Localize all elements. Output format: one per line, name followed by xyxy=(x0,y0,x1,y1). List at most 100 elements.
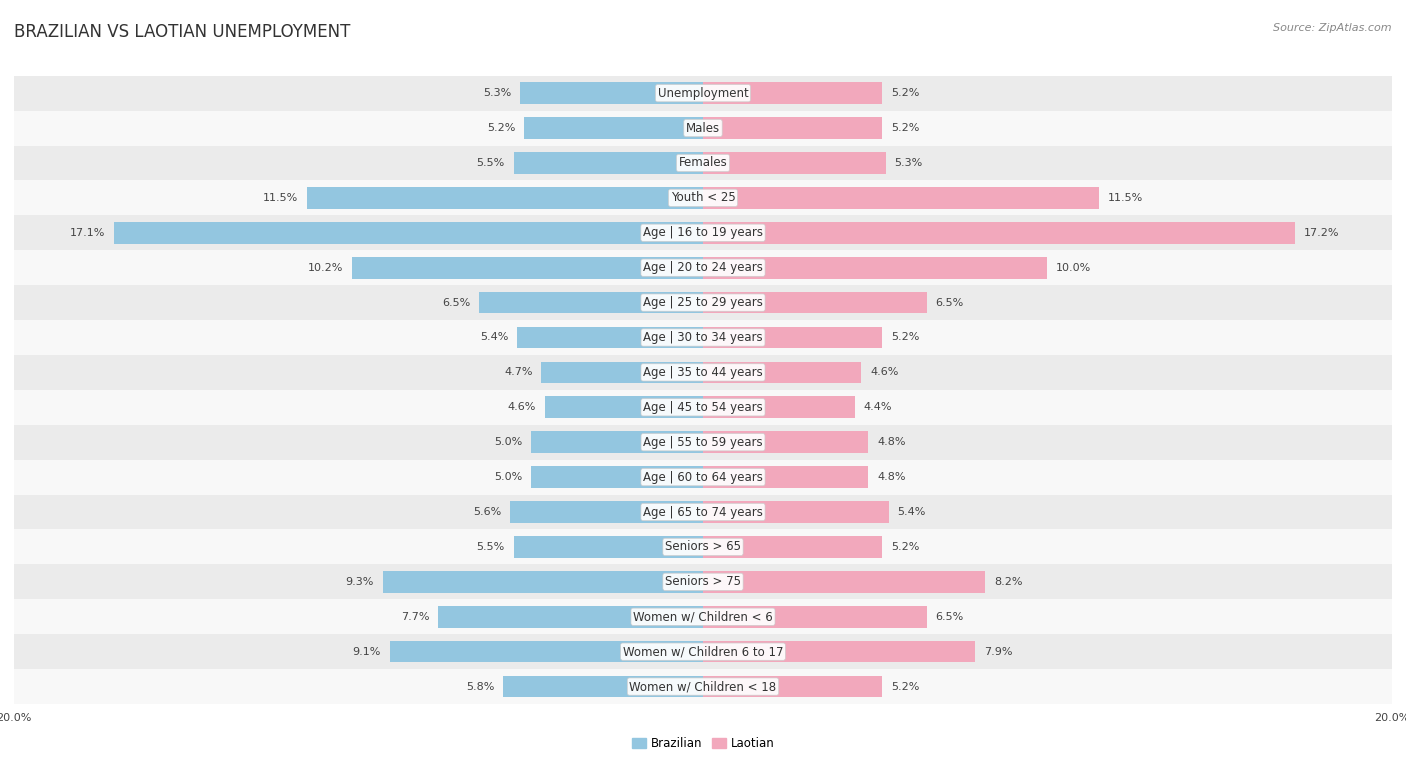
Bar xyxy=(14,145,1392,180)
Bar xyxy=(703,641,976,662)
Text: 4.8%: 4.8% xyxy=(877,472,905,482)
Text: 5.5%: 5.5% xyxy=(477,542,505,552)
Text: Unemployment: Unemployment xyxy=(658,86,748,100)
Bar xyxy=(389,641,703,662)
Text: 5.3%: 5.3% xyxy=(894,158,922,168)
Text: 6.5%: 6.5% xyxy=(935,612,963,621)
Bar xyxy=(703,257,1047,279)
Text: 17.1%: 17.1% xyxy=(70,228,105,238)
Bar xyxy=(382,571,703,593)
Bar xyxy=(14,355,1392,390)
Bar xyxy=(703,291,927,313)
Text: 5.2%: 5.2% xyxy=(891,123,920,133)
Text: Age | 55 to 59 years: Age | 55 to 59 years xyxy=(643,436,763,449)
Text: 5.2%: 5.2% xyxy=(891,681,920,692)
Text: 9.3%: 9.3% xyxy=(346,577,374,587)
Text: 4.7%: 4.7% xyxy=(503,367,533,378)
Bar xyxy=(14,529,1392,565)
Bar xyxy=(544,397,703,418)
Bar xyxy=(517,327,703,348)
Text: 17.2%: 17.2% xyxy=(1305,228,1340,238)
Text: Women w/ Children < 18: Women w/ Children < 18 xyxy=(630,680,776,693)
Bar xyxy=(114,222,703,244)
Bar xyxy=(14,285,1392,320)
Bar xyxy=(437,606,703,628)
Text: 7.9%: 7.9% xyxy=(984,646,1012,656)
Bar xyxy=(541,362,703,383)
Text: Youth < 25: Youth < 25 xyxy=(671,192,735,204)
Bar xyxy=(352,257,703,279)
Bar xyxy=(703,222,1295,244)
Text: 8.2%: 8.2% xyxy=(994,577,1022,587)
Text: Women w/ Children 6 to 17: Women w/ Children 6 to 17 xyxy=(623,645,783,658)
Text: 10.0%: 10.0% xyxy=(1056,263,1091,273)
Text: BRAZILIAN VS LAOTIAN UNEMPLOYMENT: BRAZILIAN VS LAOTIAN UNEMPLOYMENT xyxy=(14,23,350,41)
Bar xyxy=(503,676,703,697)
Text: 6.5%: 6.5% xyxy=(935,298,963,307)
Text: Age | 35 to 44 years: Age | 35 to 44 years xyxy=(643,366,763,379)
Bar xyxy=(513,536,703,558)
Text: 5.8%: 5.8% xyxy=(467,681,495,692)
Text: 5.3%: 5.3% xyxy=(484,88,512,98)
Text: 4.8%: 4.8% xyxy=(877,438,905,447)
Bar xyxy=(510,501,703,523)
Bar xyxy=(703,606,927,628)
Bar xyxy=(531,431,703,453)
Text: 5.2%: 5.2% xyxy=(891,88,920,98)
Text: Age | 20 to 24 years: Age | 20 to 24 years xyxy=(643,261,763,274)
Bar xyxy=(14,600,1392,634)
Text: Age | 16 to 19 years: Age | 16 to 19 years xyxy=(643,226,763,239)
Bar xyxy=(14,565,1392,600)
Bar xyxy=(520,83,703,104)
Text: Age | 60 to 64 years: Age | 60 to 64 years xyxy=(643,471,763,484)
Text: 5.0%: 5.0% xyxy=(494,472,522,482)
Bar xyxy=(14,669,1392,704)
Text: 4.6%: 4.6% xyxy=(870,367,898,378)
Bar xyxy=(703,152,886,174)
Text: 5.0%: 5.0% xyxy=(494,438,522,447)
Text: Age | 65 to 74 years: Age | 65 to 74 years xyxy=(643,506,763,519)
Text: 4.4%: 4.4% xyxy=(863,402,891,413)
Text: 7.7%: 7.7% xyxy=(401,612,429,621)
Text: 5.5%: 5.5% xyxy=(477,158,505,168)
Bar xyxy=(703,397,855,418)
Bar xyxy=(14,459,1392,494)
Bar xyxy=(14,494,1392,529)
Text: 6.5%: 6.5% xyxy=(443,298,471,307)
Bar xyxy=(703,536,882,558)
Bar xyxy=(14,251,1392,285)
Text: 5.2%: 5.2% xyxy=(891,332,920,342)
Text: Women w/ Children < 6: Women w/ Children < 6 xyxy=(633,610,773,623)
Bar xyxy=(14,634,1392,669)
Bar xyxy=(14,425,1392,459)
Bar xyxy=(531,466,703,488)
Text: Seniors > 75: Seniors > 75 xyxy=(665,575,741,588)
Text: 4.6%: 4.6% xyxy=(508,402,536,413)
Text: 10.2%: 10.2% xyxy=(308,263,343,273)
Bar xyxy=(14,180,1392,215)
Text: Seniors > 65: Seniors > 65 xyxy=(665,540,741,553)
Bar xyxy=(703,327,882,348)
Bar xyxy=(307,187,703,209)
Text: 5.4%: 5.4% xyxy=(897,507,927,517)
Text: Females: Females xyxy=(679,157,727,170)
Text: Males: Males xyxy=(686,122,720,135)
Bar xyxy=(703,362,862,383)
Bar xyxy=(14,320,1392,355)
Bar xyxy=(14,111,1392,145)
Text: 5.4%: 5.4% xyxy=(479,332,509,342)
Text: 11.5%: 11.5% xyxy=(263,193,298,203)
Bar xyxy=(14,215,1392,251)
Legend: Brazilian, Laotian: Brazilian, Laotian xyxy=(627,732,779,755)
Text: Source: ZipAtlas.com: Source: ZipAtlas.com xyxy=(1274,23,1392,33)
Bar xyxy=(14,390,1392,425)
Bar xyxy=(703,676,882,697)
Bar xyxy=(703,83,882,104)
Bar xyxy=(703,466,869,488)
Text: 5.2%: 5.2% xyxy=(891,542,920,552)
Text: Age | 45 to 54 years: Age | 45 to 54 years xyxy=(643,400,763,414)
Bar xyxy=(524,117,703,139)
Text: 5.6%: 5.6% xyxy=(474,507,502,517)
Bar xyxy=(703,187,1099,209)
Bar xyxy=(703,431,869,453)
